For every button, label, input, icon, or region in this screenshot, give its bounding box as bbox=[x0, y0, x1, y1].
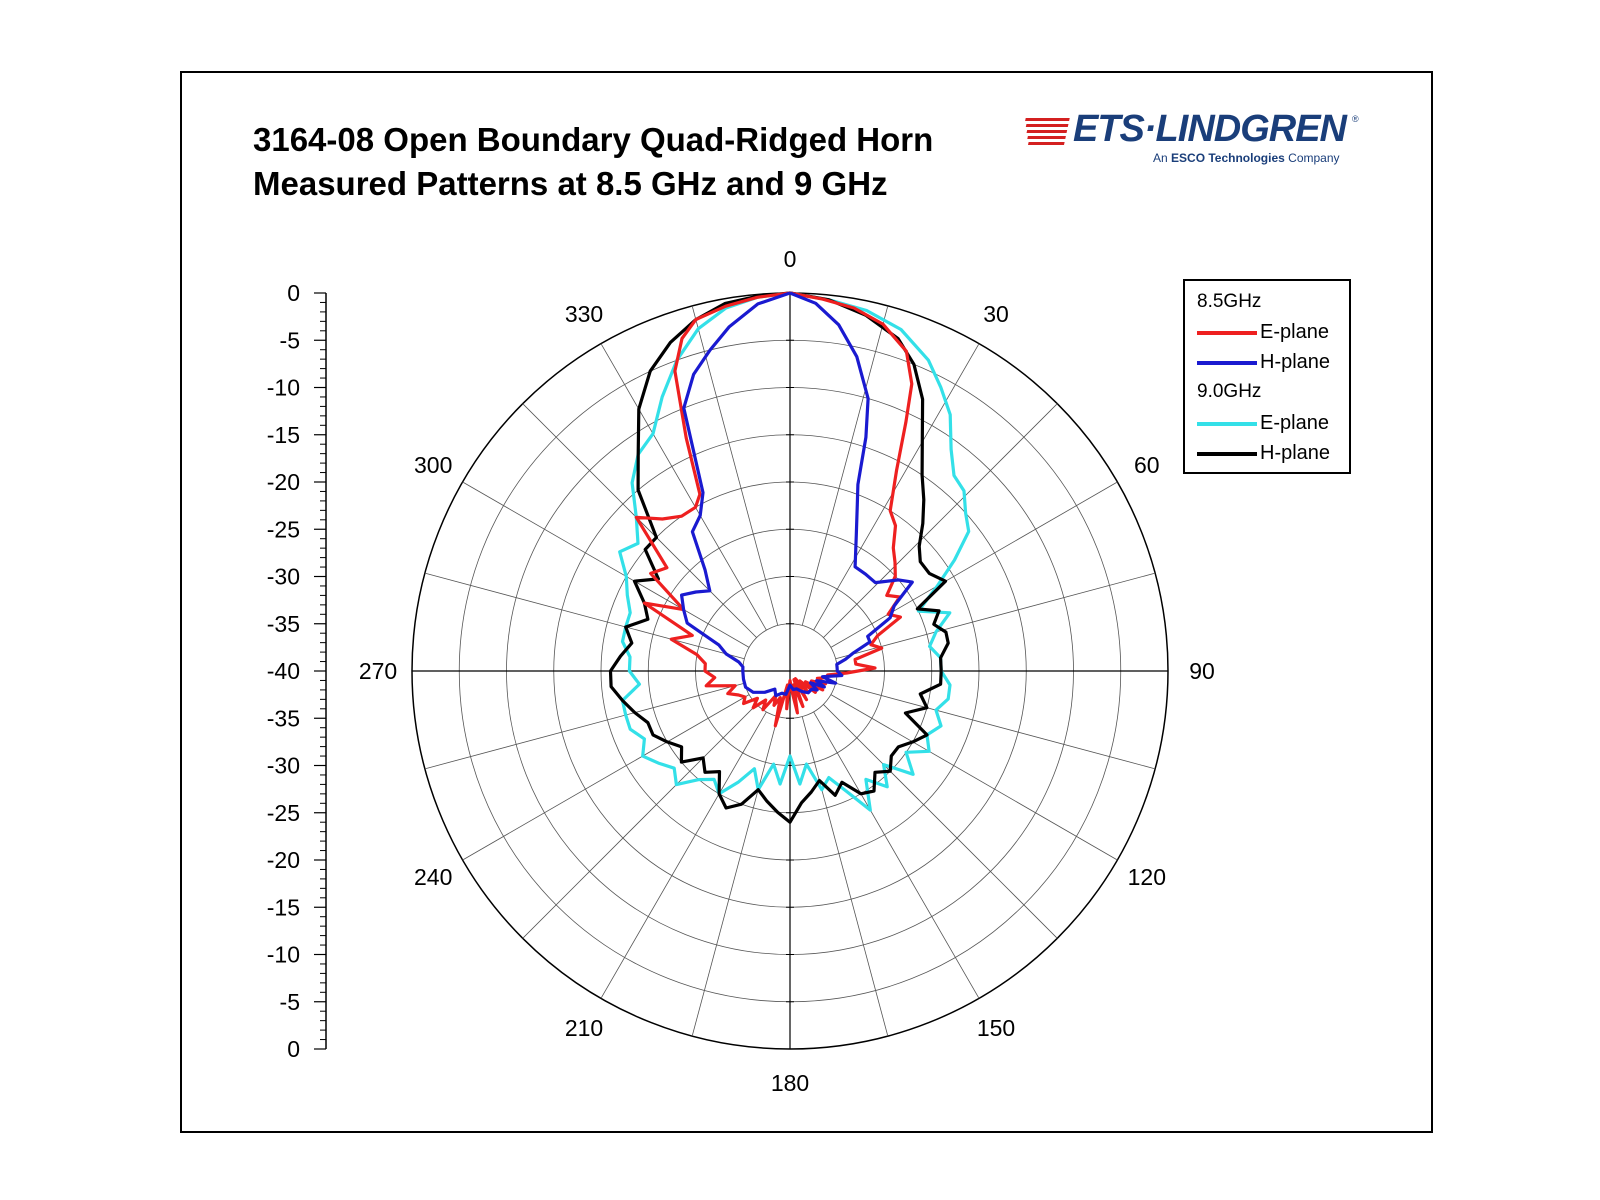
logo-tagline-post: Company bbox=[1284, 151, 1340, 165]
legend-swatch bbox=[1197, 422, 1257, 426]
logo-tagline-bold: ESCO Technologies bbox=[1171, 151, 1285, 165]
scale-tick-label: -30 bbox=[267, 753, 300, 779]
scale-tick-label: -40 bbox=[267, 658, 300, 684]
grid-spoke bbox=[691, 305, 779, 626]
legend: 8.5GHz E-plane H-plane 9.0GHz E-plane H-… bbox=[1183, 279, 1351, 474]
series-h-plane-8-5ghz bbox=[680, 291, 914, 698]
legend-label: H-plane bbox=[1260, 351, 1331, 373]
logo-wordmark: ETS·LINDGREN bbox=[1073, 108, 1347, 150]
scale-tick-label: -5 bbox=[280, 989, 300, 1015]
series-layer bbox=[608, 291, 971, 824]
legend-group-9-0ghz: 9.0GHz bbox=[1197, 381, 1262, 402]
grid-spoke bbox=[813, 343, 980, 631]
series-e-plane-9-0ghz bbox=[618, 291, 971, 812]
grid-spoke bbox=[522, 704, 757, 939]
grid-spoke bbox=[830, 694, 1118, 861]
scale-tick-label: -35 bbox=[267, 611, 300, 637]
grid-spoke bbox=[830, 481, 1118, 648]
scale-tick-label: -15 bbox=[267, 894, 300, 920]
scale-tick-label: 0 bbox=[287, 280, 300, 306]
grid-spoke bbox=[424, 682, 745, 770]
chart-frame bbox=[180, 71, 1433, 1133]
legend-swatch bbox=[1197, 331, 1257, 335]
angle-label: 270 bbox=[359, 658, 397, 684]
grid-spoke bbox=[801, 716, 889, 1037]
legend-swatch bbox=[1197, 361, 1257, 365]
logo-tagline: An ESCO Technologies Company bbox=[1153, 151, 1340, 165]
angle-label: 300 bbox=[414, 452, 452, 478]
scale-tick-label: -10 bbox=[267, 375, 300, 401]
angle-labels: 0 30 60 90 120 150 180 210 240 270 300 330 bbox=[359, 246, 1215, 1096]
legend-label: E-plane bbox=[1260, 412, 1329, 434]
polar-grid bbox=[411, 292, 1169, 1050]
scale-tick-label: -35 bbox=[267, 705, 300, 731]
logo-tagline-pre: An bbox=[1153, 151, 1172, 165]
angle-label: 120 bbox=[1128, 864, 1166, 890]
logo-wave-icon bbox=[1025, 118, 1070, 145]
legend-label: H-plane bbox=[1260, 442, 1331, 464]
angle-label: 240 bbox=[414, 864, 452, 890]
grid-spoke bbox=[813, 711, 980, 999]
grid-spoke bbox=[691, 716, 779, 1037]
grid-spoke bbox=[823, 704, 1058, 939]
legend-item-e-plane-8-5ghz: E-plane bbox=[1197, 321, 1347, 345]
radial-scale-axis: 0 -5 -10 -15 -20 -25 -30 -35 -40 -35 -30 -25 -20 -15 -… bbox=[267, 280, 327, 1062]
grid-spoke bbox=[600, 711, 767, 999]
grid-spoke bbox=[823, 403, 1058, 638]
grid-spoke bbox=[835, 682, 1156, 770]
chart-title-line-2: Measured Patterns at 8.5 GHz and 9 GHz bbox=[253, 165, 888, 202]
legend-group-8-5ghz: 8.5GHz bbox=[1197, 291, 1262, 312]
legend-label: E-plane bbox=[1260, 321, 1329, 343]
scale-tick-label: -20 bbox=[267, 847, 300, 873]
angle-label: 180 bbox=[771, 1070, 809, 1096]
chart-title-line-1: 3164-08 Open Boundary Quad-Ridged Horn bbox=[253, 121, 934, 158]
scale-tick-label: 0 bbox=[287, 1036, 300, 1062]
legend-item-h-plane-9-0ghz: H-plane bbox=[1197, 442, 1347, 466]
grid-spoke bbox=[462, 694, 750, 861]
angle-label: 30 bbox=[983, 301, 1009, 327]
grid-spoke bbox=[835, 572, 1156, 660]
angle-label: 150 bbox=[977, 1015, 1015, 1041]
series-e-plane-8-5ghz bbox=[634, 291, 914, 728]
angle-label: 330 bbox=[565, 301, 603, 327]
angle-label: 90 bbox=[1189, 658, 1215, 684]
series-h-plane-9-0ghz bbox=[608, 291, 950, 824]
legend-item-e-plane-9-0ghz: E-plane bbox=[1197, 412, 1347, 436]
logo-registered-mark: ® bbox=[1352, 114, 1359, 124]
grid-spoke bbox=[600, 343, 767, 631]
scale-tick-label: -25 bbox=[267, 516, 300, 542]
scale-tick-label: -20 bbox=[267, 469, 300, 495]
legend-item-h-plane-8-5ghz: H-plane bbox=[1197, 351, 1347, 375]
legend-swatch bbox=[1197, 452, 1257, 456]
angle-label: 0 bbox=[784, 246, 797, 272]
scale-tick-label: -25 bbox=[267, 800, 300, 826]
scale-tick-label: -15 bbox=[267, 422, 300, 448]
angle-label: 210 bbox=[565, 1015, 603, 1041]
scale-tick-label: -10 bbox=[267, 942, 300, 968]
angle-label: 60 bbox=[1134, 452, 1160, 478]
scale-tick-label: -5 bbox=[280, 327, 300, 353]
grid-spoke bbox=[801, 305, 889, 626]
grid-spoke bbox=[462, 481, 750, 648]
scale-tick-label: -30 bbox=[267, 564, 300, 590]
company-logo: ETS·LINDGREN ® An ESCO Technologies Comp… bbox=[1025, 108, 1365, 172]
grid-spoke bbox=[424, 572, 745, 660]
